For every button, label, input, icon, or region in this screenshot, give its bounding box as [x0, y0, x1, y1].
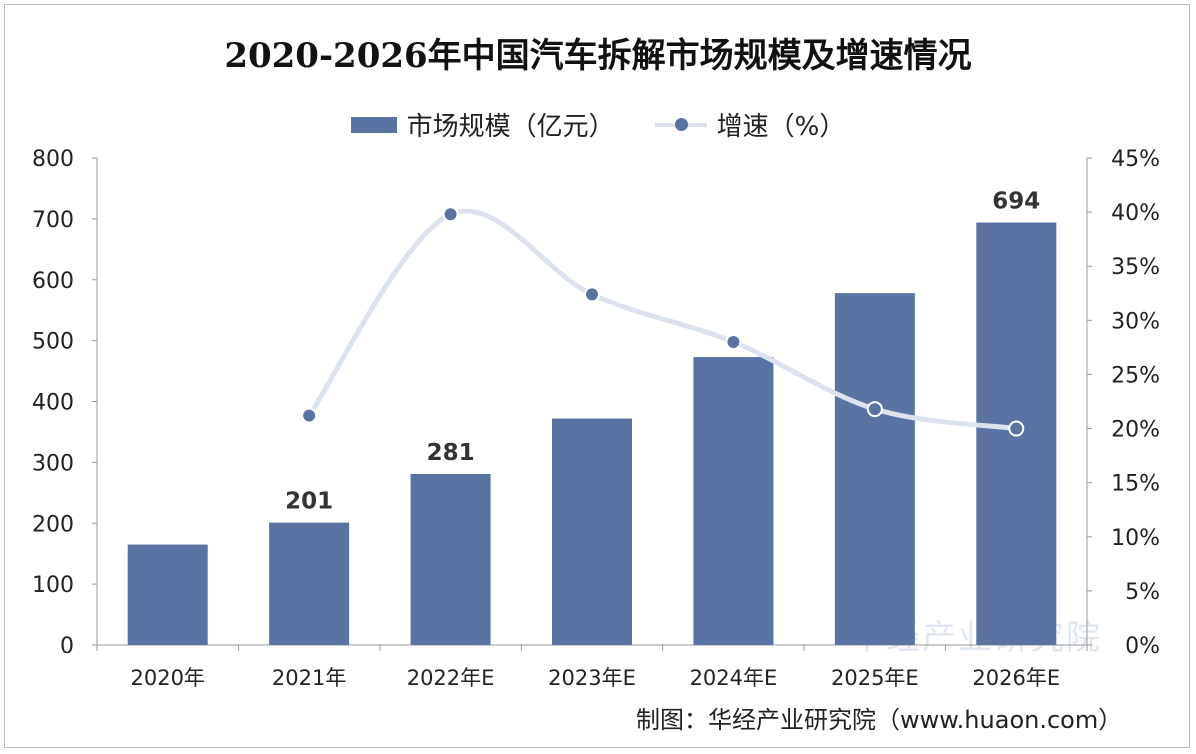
right-tick-label: 20% — [1111, 418, 1160, 443]
right-tick-label: 35% — [1111, 255, 1160, 280]
bar — [269, 522, 350, 645]
x-tick-label: 2024年E — [690, 666, 778, 690]
legend-bar-swatch — [350, 116, 397, 133]
legend-label: 市场规模（亿元） — [406, 112, 615, 142]
x-tick-label: 2020年 — [130, 666, 204, 690]
left-tick-label: 400 — [32, 391, 74, 416]
x-tick-label: 2025年E — [831, 666, 919, 690]
right-tick-label: 30% — [1111, 309, 1160, 334]
x-tick-label: 2026年E — [972, 666, 1060, 690]
left-tick-label: 600 — [32, 269, 74, 294]
bar-data-label: 281 — [427, 440, 475, 466]
right-tick-label: 10% — [1111, 526, 1160, 551]
bar-data-label: 201 — [285, 489, 333, 515]
left-tick-label: 500 — [32, 330, 74, 355]
left-tick-label: 200 — [32, 512, 74, 537]
left-tick-label: 100 — [32, 573, 74, 598]
growth-point — [866, 401, 883, 418]
legend: 市场规模（亿元） 增速（%） — [0, 106, 1196, 143]
right-tick-label: 40% — [1111, 201, 1160, 226]
bar — [410, 473, 491, 645]
left-tick-label: 300 — [32, 451, 74, 476]
left-tick-label: 700 — [32, 208, 74, 233]
x-tick-label: 2023年E — [548, 666, 636, 690]
right-tick-label: 15% — [1111, 472, 1160, 497]
legend-item-market-size: 市场规模（亿元） — [350, 106, 615, 143]
growth-point — [1008, 420, 1025, 437]
growth-point — [725, 333, 742, 350]
x-tick-label: 2021年 — [272, 666, 346, 690]
growth-point — [584, 286, 600, 303]
legend-line-marker — [654, 117, 707, 133]
legend-item-growth: 增速（%） — [654, 106, 846, 143]
x-tick-label: 2022年E — [407, 666, 495, 690]
source-note: 制图：华经产业研究院（www.huaon.com） — [636, 706, 1123, 734]
legend-label: 增速（%） — [716, 112, 846, 142]
left-tick-label: 800 — [32, 147, 74, 172]
chart-title: 2020-2026年中国汽车拆解市场规模及增速情况 — [224, 36, 972, 76]
growth-point — [301, 407, 318, 424]
right-tick-label: 5% — [1125, 580, 1160, 605]
chart-frame — [4, 4, 1190, 748]
bar — [693, 357, 774, 645]
bar — [834, 293, 915, 645]
growth-point — [442, 206, 459, 223]
right-tick-label: 25% — [1111, 363, 1160, 388]
right-tick-label: 0% — [1125, 634, 1160, 659]
bar-data-label: 694 — [992, 189, 1040, 215]
right-tick-label: 45% — [1111, 147, 1160, 172]
bar — [127, 544, 208, 645]
left-tick-label: 0 — [60, 634, 74, 659]
bar — [552, 418, 632, 645]
